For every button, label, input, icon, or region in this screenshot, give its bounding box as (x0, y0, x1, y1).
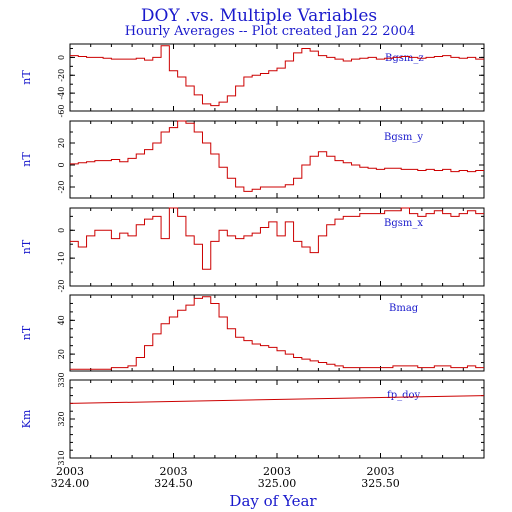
series-line-Bmag (70, 296, 484, 370)
y-tick-label: -60 (57, 105, 66, 118)
y-tick-label: -20 (57, 280, 66, 293)
y-axis-title: nT (20, 325, 33, 340)
series-line-Bgsm_z (70, 45, 484, 107)
y-tick-label: -10 (57, 252, 66, 265)
y-tick-label: 330 (57, 372, 66, 387)
y-axis-title: nT (20, 239, 33, 254)
panel-Bgsm_x: -20 -10 0 nT Bgsm_x (20, 207, 485, 293)
y-tick-label: 0 (57, 228, 66, 233)
panel-frame (69, 294, 485, 372)
x-tick-year-label: 2003 (56, 465, 84, 478)
series-label: fp_doy (387, 390, 421, 401)
panels-layer: -60 -40 -20 0 nT Bgsm_z -20 0 20 nT Bgsm_y -20 -10 0 n… (20, 43, 485, 466)
y-axis-title: nT (20, 152, 33, 167)
series-line-Bgsm_x (70, 207, 484, 270)
series-label: Bgsm_y (384, 132, 423, 143)
series-line-Bgsm_y (70, 120, 484, 192)
y-tick-label: 20 (57, 138, 66, 148)
x-tick-value-label: 325.50 (361, 477, 400, 490)
x-tick-year-label: 2003 (160, 465, 188, 478)
y-tick-label: -20 (57, 69, 66, 82)
x-axis-title: Day of Year (229, 492, 317, 510)
chart-title: DOY .vs. Multiple Variables (141, 6, 377, 26)
series-label: Bgsm_x (384, 218, 423, 229)
y-tick-label: 0 (57, 162, 66, 167)
x-tick-value-label: 324.00 (51, 477, 90, 490)
panel-fp_doy: 310 320 330 Km fp_doy (20, 372, 485, 466)
y-tick-label: 320 (57, 411, 66, 426)
x-tick-value-label: 324.50 (154, 477, 193, 490)
panel-Bgsm_y: -20 0 20 nT Bgsm_y (20, 120, 485, 199)
x-tick-year-label: 2003 (367, 465, 395, 478)
panel-Bgsm_z: -60 -40 -20 0 nT Bgsm_z (20, 43, 485, 118)
y-tick-label: -20 (57, 181, 66, 194)
series-label: Bmag (389, 303, 419, 314)
y-tick-label: 310 (57, 450, 66, 465)
x-tick-year-label: 2003 (263, 465, 291, 478)
x-tick-value-label: 325.00 (258, 477, 297, 490)
y-tick-label: 20 (57, 349, 66, 359)
chart-subtitle: Hourly Averages -- Plot created Jan 22 2… (125, 24, 416, 39)
y-axis-title: Km (20, 409, 33, 428)
panel-Bmag: 20 40 nT Bmag (20, 294, 485, 372)
y-tick-label: 0 (57, 55, 66, 60)
series-label: Bgsm_z (385, 53, 424, 64)
y-tick-label: -40 (57, 87, 66, 100)
panel-frame (69, 379, 485, 459)
y-tick-label: 40 (57, 315, 66, 325)
y-axis-title: nT (20, 70, 33, 85)
series-line-fp_doy (69, 395, 485, 404)
